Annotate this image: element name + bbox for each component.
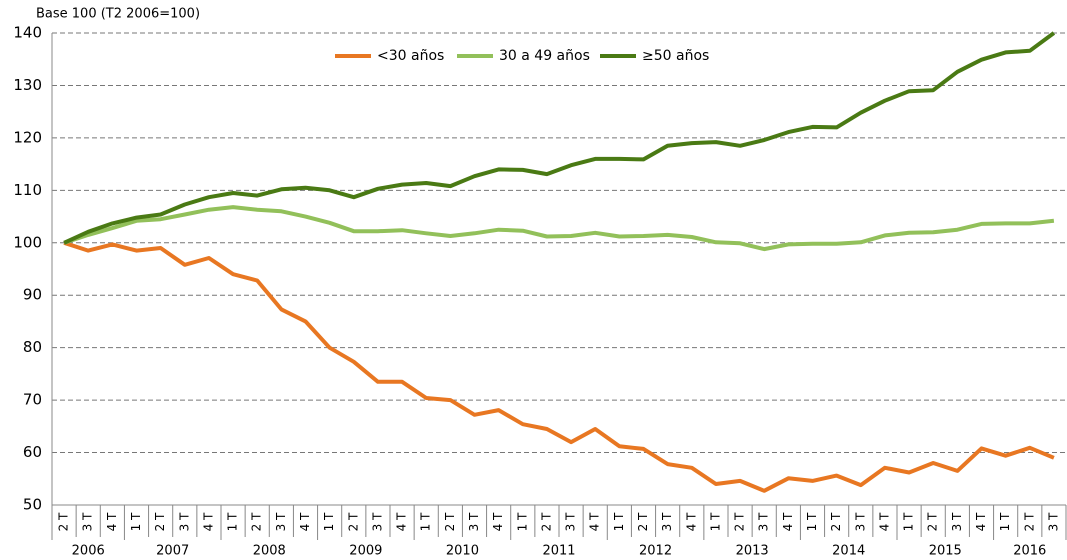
year-label: 2014	[832, 544, 865, 559]
x-tick-label: 2 T	[153, 512, 167, 531]
x-tick-label: 4 T	[684, 512, 698, 531]
year-label: 2013	[736, 544, 769, 559]
x-tick-label: 1 T	[322, 512, 336, 531]
x-tick-label: 2 T	[733, 512, 747, 531]
x-tick-label: 1 T	[708, 512, 722, 531]
y-tick-label: 80	[23, 338, 42, 356]
year-label: 2016	[1013, 544, 1046, 559]
x-tick-label: 3 T	[467, 512, 481, 531]
y-tick-label: 60	[23, 443, 42, 461]
x-tick-label: 2 T	[539, 512, 553, 531]
x-tick-label: 1 T	[998, 512, 1012, 531]
x-tick-label: 3 T	[853, 512, 867, 531]
x-tick-label: 4 T	[877, 512, 891, 531]
x-tick-label: 1 T	[515, 512, 529, 531]
year-label: 2011	[542, 544, 575, 559]
x-tick-label: 4 T	[974, 512, 988, 531]
x-tick-label: 2 T	[57, 512, 71, 531]
x-tick-label: 4 T	[491, 512, 505, 531]
x-tick-label: 2 T	[346, 512, 360, 531]
y-tick-label: 100	[13, 233, 42, 251]
x-tick-label: 3 T	[274, 512, 288, 531]
x-tick-label: 2 T	[443, 512, 457, 531]
series-line	[63, 240, 1055, 493]
y-tick-label: 130	[13, 76, 42, 94]
x-tick-label: 4 T	[588, 512, 602, 531]
y-tick-label: 110	[13, 181, 42, 199]
x-tick-label: 1 T	[612, 512, 626, 531]
x-tick-label: 4 T	[105, 512, 119, 531]
x-tick-label: 3 T	[950, 512, 964, 531]
x-tick-label: 4 T	[395, 512, 409, 531]
x-tick-label: 1 T	[805, 512, 819, 531]
legend-label: ≥50 años	[642, 48, 709, 64]
year-label: 2006	[72, 544, 105, 559]
x-tick-label: 4 T	[201, 512, 215, 531]
year-label: 2015	[929, 544, 962, 559]
axis-title: Base 100 (T2 2006=100)	[36, 7, 200, 22]
year-label: 2012	[639, 544, 672, 559]
x-tick-label: 1 T	[902, 512, 916, 531]
x-tick-label: 1 T	[419, 512, 433, 531]
x-tick-label: 2 T	[1022, 512, 1036, 531]
series-line	[63, 205, 1055, 252]
x-tick-label: 3 T	[660, 512, 674, 531]
year-label: 2008	[253, 544, 286, 559]
x-tick-label: 2 T	[829, 512, 843, 531]
x-tick-label: 3 T	[757, 512, 771, 531]
x-tick-label: 3 T	[177, 512, 191, 531]
x-tick-label: 4 T	[781, 512, 795, 531]
x-tick-label: 3 T	[81, 512, 95, 531]
x-tick-label: 1 T	[226, 512, 240, 531]
legend-label: <30 años	[377, 48, 444, 64]
legend-label: 30 a 49 años	[499, 48, 590, 64]
x-tick-label: 2 T	[636, 512, 650, 531]
y-tick-label: 70	[23, 391, 42, 409]
year-label: 2009	[349, 544, 382, 559]
y-tick-label: 90	[23, 286, 42, 304]
x-tick-label: 3 T	[1046, 512, 1060, 531]
series-line	[63, 31, 1056, 245]
y-tick-label: 140	[13, 24, 42, 42]
y-tick-label: 50	[23, 496, 42, 514]
year-label: 2007	[156, 544, 189, 559]
x-tick-label: 2 T	[250, 512, 264, 531]
x-tick-label: 2 T	[926, 512, 940, 531]
x-tick-label: 3 T	[564, 512, 578, 531]
year-label: 2010	[446, 544, 479, 559]
x-tick-label: 1 T	[129, 512, 143, 531]
x-tick-label: 3 T	[370, 512, 384, 531]
x-tick-label: 4 T	[298, 512, 312, 531]
y-tick-label: 120	[13, 128, 42, 146]
